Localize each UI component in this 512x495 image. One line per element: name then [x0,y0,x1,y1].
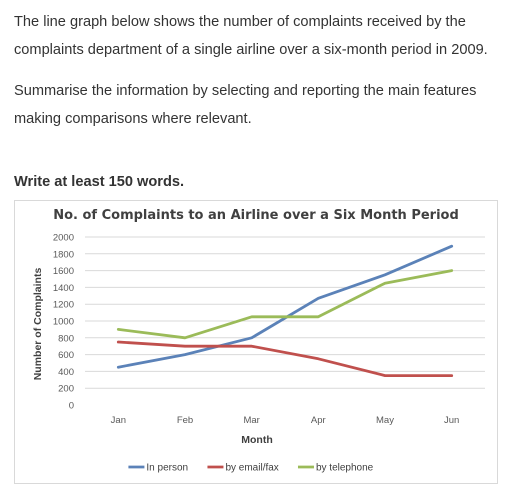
y-tick-label: 1600 [53,266,74,277]
y-tick-label: 400 [58,367,74,378]
task-paragraph-summary: Summarise the information by selecting a… [14,83,477,127]
task-description: The line graph below shows the number of… [14,8,500,133]
legend-label: by email/fax [225,463,278,474]
legend-item: by email/fax [207,463,279,474]
legend-label: In person [146,463,188,474]
legend-item: by telephone [297,463,374,474]
y-axis-title: Number of Complaints [32,268,44,381]
legend-item: In person [128,463,188,474]
word-count-instruction: Write at least 150 words. [14,174,185,190]
y-tick-label: 1200 [53,300,74,311]
y-tick-label: 1400 [53,283,74,294]
gridlines [85,236,485,389]
x-axis-ticks: Jan Feb Mar Apr May Jun [111,415,460,426]
x-tick-label: Jan [111,415,126,426]
line-chart: No. of Complaints to an Airline over a S… [32,208,485,474]
y-tick-label: 2000 [53,233,74,244]
x-tick-label: Feb [177,415,193,426]
x-tick-label: Apr [311,415,326,426]
x-axis-title: Month [241,434,273,446]
series-line-by-email-fax [116,340,454,378]
x-tick-label: Mar [243,415,259,426]
legend-label: by telephone [316,463,374,474]
y-tick-label: 800 [58,333,74,344]
y-tick-label: 200 [58,384,74,395]
y-tick-label: 600 [58,350,74,361]
y-tick-label: 1000 [53,317,74,328]
x-tick-label: Jun [444,415,459,426]
y-tick-label: 1800 [53,249,74,260]
chart-title: No. of Complaints to an Airline over a S… [53,208,459,223]
series-lines [116,244,454,378]
y-axis-ticks: 0 200 400 600 800 1000 1200 1400 1600 1800 2000 [53,233,74,412]
series-line-by-telephone [116,269,454,340]
series-line-in-person [116,244,454,369]
x-tick-label: May [376,415,394,426]
y-tick-label: 0 [69,401,74,412]
legend: In person by email/fax by telephone [128,463,374,474]
task-paragraph-intro: The line graph below shows the number of… [14,14,488,58]
chart-container: No. of Complaints to an Airline over a S… [14,200,498,484]
